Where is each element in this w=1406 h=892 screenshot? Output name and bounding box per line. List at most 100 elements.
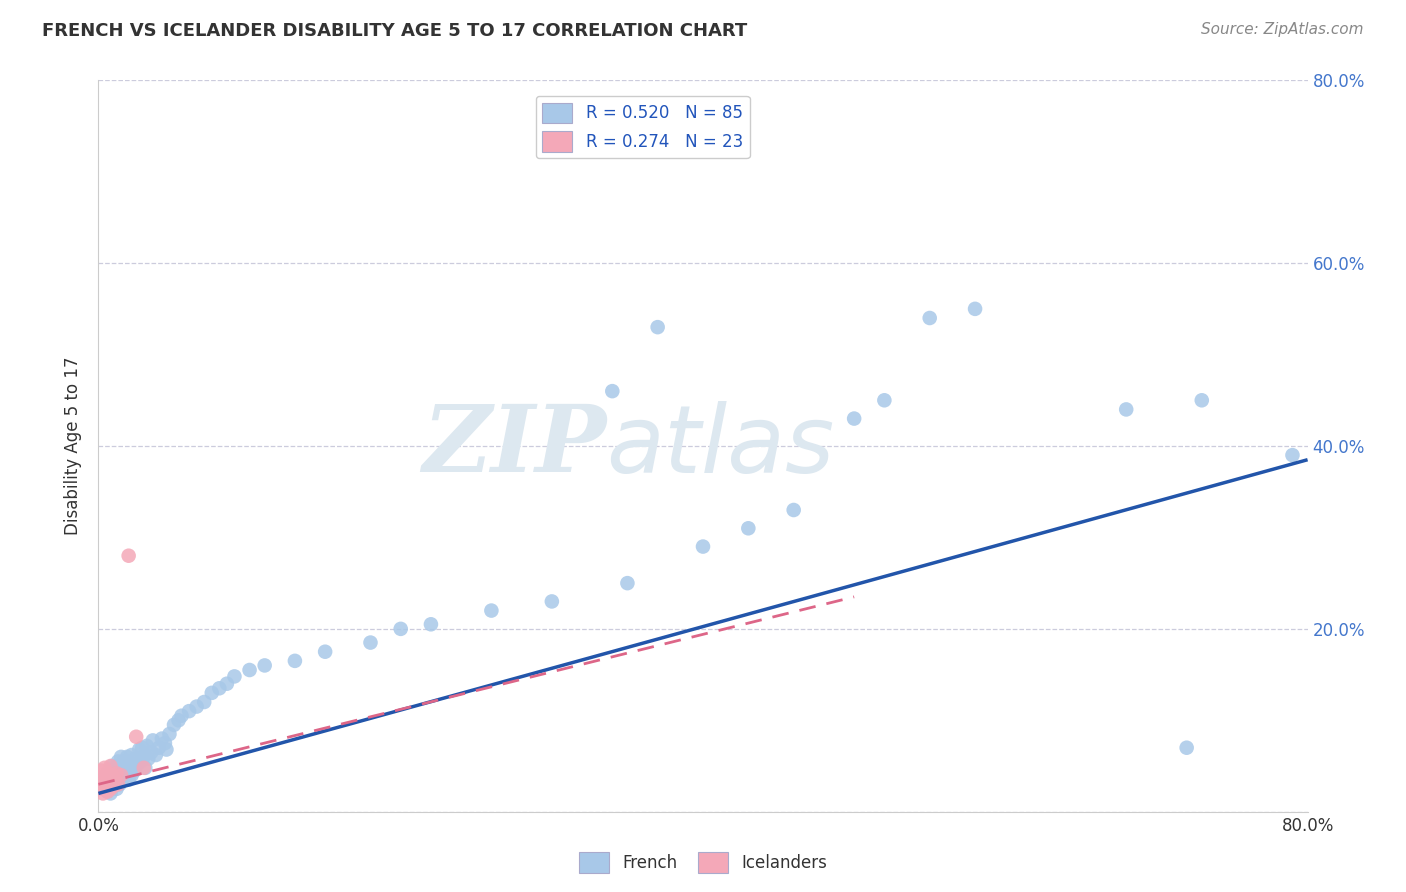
Point: [163, 718, 186, 732]
Point: [647, 320, 669, 334]
Point: [96, 774, 118, 789]
Point: [128, 742, 150, 756]
Point: [125, 730, 148, 744]
Point: [101, 768, 124, 782]
Point: [93, 772, 115, 787]
Point: [94, 779, 117, 793]
Point: [103, 779, 125, 793]
Point: [1281, 448, 1303, 462]
Point: [91, 781, 114, 796]
Point: [167, 714, 190, 728]
Point: [602, 384, 624, 398]
Point: [98, 770, 121, 784]
Point: [224, 669, 246, 683]
Point: [105, 766, 128, 780]
Point: [122, 759, 145, 773]
Point: [129, 755, 152, 769]
Point: [91, 787, 114, 801]
Legend: French, Icelanders: French, Icelanders: [572, 846, 834, 880]
Point: [98, 781, 121, 796]
Point: [132, 749, 155, 764]
Point: [134, 761, 156, 775]
Point: [193, 695, 215, 709]
Point: [107, 755, 129, 769]
Point: [107, 770, 129, 784]
Point: [90, 781, 112, 796]
Point: [141, 745, 163, 759]
Point: [389, 622, 412, 636]
Point: [148, 740, 170, 755]
Point: [360, 635, 382, 649]
Point: [124, 764, 146, 778]
Point: [844, 411, 866, 425]
Point: [153, 736, 176, 750]
Point: [131, 740, 153, 755]
Point: [103, 779, 125, 793]
Point: [253, 658, 276, 673]
Point: [114, 766, 136, 780]
Point: [100, 787, 122, 801]
Point: [215, 676, 238, 690]
Point: [1191, 393, 1213, 408]
Point: [239, 663, 262, 677]
Point: [125, 752, 148, 766]
Point: [118, 755, 141, 769]
Point: [90, 777, 112, 791]
Point: [120, 761, 142, 775]
Point: [201, 686, 224, 700]
Point: [112, 755, 135, 769]
Point: [1115, 402, 1137, 417]
Point: [314, 645, 336, 659]
Point: [118, 549, 141, 563]
Point: [108, 777, 131, 791]
Point: [616, 576, 638, 591]
Point: [1175, 740, 1198, 755]
Point: [179, 704, 201, 718]
Point: [100, 781, 122, 796]
Point: [155, 742, 177, 756]
Point: [96, 784, 118, 798]
Point: [89, 777, 111, 791]
Y-axis label: Disability Age 5 to 17: Disability Age 5 to 17: [65, 357, 83, 535]
Point: [90, 764, 112, 778]
Point: [121, 768, 143, 782]
Point: [93, 761, 115, 775]
Point: [159, 727, 181, 741]
Point: [873, 393, 896, 408]
Legend: R = 0.520   N = 85, R = 0.274   N = 23: R = 0.520 N = 85, R = 0.274 N = 23: [536, 96, 749, 158]
Point: [208, 681, 231, 696]
Point: [112, 770, 135, 784]
Point: [737, 521, 759, 535]
Text: ZIP: ZIP: [422, 401, 606, 491]
Text: atlas: atlas: [606, 401, 835, 491]
Text: FRENCH VS ICELANDER DISABILITY AGE 5 TO 17 CORRELATION CHART: FRENCH VS ICELANDER DISABILITY AGE 5 TO …: [42, 22, 748, 40]
Point: [692, 540, 714, 554]
Point: [110, 768, 132, 782]
Point: [918, 310, 941, 325]
Point: [104, 761, 127, 775]
Point: [150, 731, 173, 746]
Point: [118, 772, 141, 787]
Point: [121, 747, 143, 762]
Text: Source: ZipAtlas.com: Source: ZipAtlas.com: [1201, 22, 1364, 37]
Point: [136, 752, 159, 766]
Point: [94, 768, 117, 782]
Point: [110, 772, 132, 787]
Point: [145, 747, 167, 762]
Point: [783, 503, 806, 517]
Point: [103, 770, 125, 784]
Point: [93, 777, 115, 791]
Point: [115, 749, 138, 764]
Point: [105, 766, 128, 780]
Point: [104, 775, 127, 789]
Point: [142, 733, 165, 747]
Point: [186, 699, 208, 714]
Point: [104, 772, 127, 787]
Point: [96, 784, 118, 798]
Point: [100, 766, 122, 780]
Point: [110, 749, 132, 764]
Point: [108, 761, 131, 775]
Point: [132, 761, 155, 775]
Point: [170, 708, 193, 723]
Point: [284, 654, 307, 668]
